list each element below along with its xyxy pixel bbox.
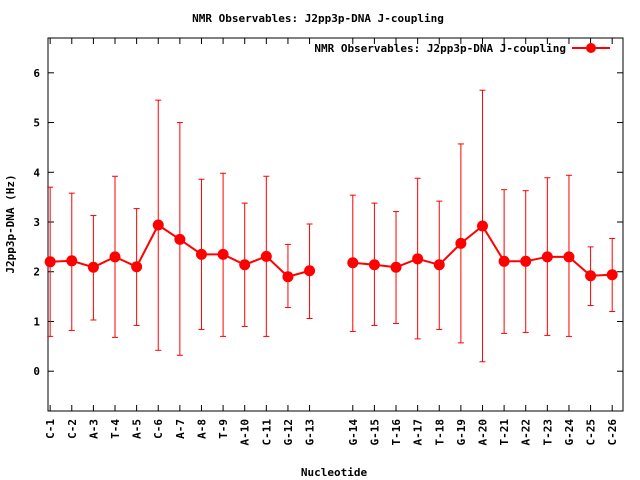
legend-label: NMR Observables: J2pp3p-DNA J-coupling	[314, 42, 566, 55]
x-tick-label: T-23	[541, 419, 554, 446]
data-point	[498, 255, 510, 267]
y-tick-label: 5	[33, 117, 40, 130]
x-tick-label: C-26	[606, 419, 619, 446]
x-tick-label: C-1	[44, 419, 57, 439]
data-point	[174, 233, 186, 245]
y-tick-label: 6	[33, 67, 40, 80]
data-point	[585, 270, 597, 282]
series-points	[44, 219, 618, 283]
data-point	[368, 259, 380, 271]
data-point	[455, 237, 467, 249]
x-tick-label: G-19	[455, 419, 468, 446]
x-tick-label: A-8	[195, 419, 208, 439]
x-tick-label: T-9	[217, 419, 230, 439]
data-point	[563, 251, 575, 263]
x-tick-label: G-14	[347, 419, 360, 446]
data-point	[433, 259, 445, 271]
data-point	[131, 261, 143, 273]
data-point	[476, 220, 488, 232]
data-point	[390, 261, 402, 273]
data-point	[606, 269, 618, 281]
data-point	[282, 271, 294, 283]
legend: NMR Observables: J2pp3p-DNA J-coupling	[314, 42, 610, 55]
x-tick-label: C-25	[585, 419, 598, 446]
chart-title: NMR Observables: J2pp3p-DNA J-coupling	[192, 12, 444, 25]
data-point	[152, 219, 164, 231]
data-point	[520, 255, 532, 267]
y-axis: 0 1 2 3 4 5 6	[33, 67, 623, 378]
data-point	[217, 248, 229, 260]
data-point	[412, 253, 424, 265]
plot-frame	[47, 37, 624, 412]
x-tick-label: T-18	[433, 419, 446, 446]
data-point	[239, 259, 251, 271]
error-bars	[47, 89, 616, 363]
data-point	[109, 251, 121, 263]
x-tick-label: G-13	[304, 419, 317, 446]
data-point	[347, 257, 359, 269]
y-tick-label: 3	[33, 216, 40, 229]
x-tick-label: A-17	[412, 419, 425, 446]
data-point	[66, 255, 78, 267]
x-tick-label: G-24	[563, 419, 576, 446]
x-tick-label: A-3	[87, 419, 100, 439]
data-point	[541, 251, 553, 263]
y-tick-label: 2	[33, 266, 40, 279]
x-tick-label: A-22	[520, 419, 533, 446]
data-point	[304, 265, 316, 277]
y-tick-label: 1	[33, 315, 40, 328]
x-axis: C-1 C-2 A-3 T-4 A-5 C-6 A-7 A-8 T-9 A-10 C-11 G-12 G…	[44, 38, 619, 446]
x-axis-label: Nucleotide	[301, 466, 368, 479]
legend-marker	[586, 43, 596, 53]
y-tick-label: 4	[33, 166, 40, 179]
x-tick-label: T-21	[498, 419, 511, 446]
x-tick-label: T-4	[109, 419, 122, 439]
x-tick-label: G-15	[368, 419, 381, 446]
x-tick-label: C-11	[260, 419, 273, 446]
x-tick-label: A-10	[239, 419, 252, 446]
y-tick-label: 0	[33, 365, 40, 378]
x-tick-label: C-2	[66, 419, 79, 439]
y-axis-label: J2pp3p-DNA (Hz)	[4, 174, 17, 273]
x-tick-label: T-16	[390, 419, 403, 446]
data-point	[44, 256, 56, 268]
data-point	[195, 248, 207, 260]
x-tick-label: G-12	[282, 419, 295, 446]
x-tick-label: C-6	[152, 419, 165, 439]
data-point	[260, 250, 272, 262]
data-point	[87, 261, 99, 273]
x-tick-label: A-20	[476, 419, 489, 446]
x-tick-label: A-5	[131, 419, 144, 439]
x-tick-label: A-7	[174, 419, 187, 439]
